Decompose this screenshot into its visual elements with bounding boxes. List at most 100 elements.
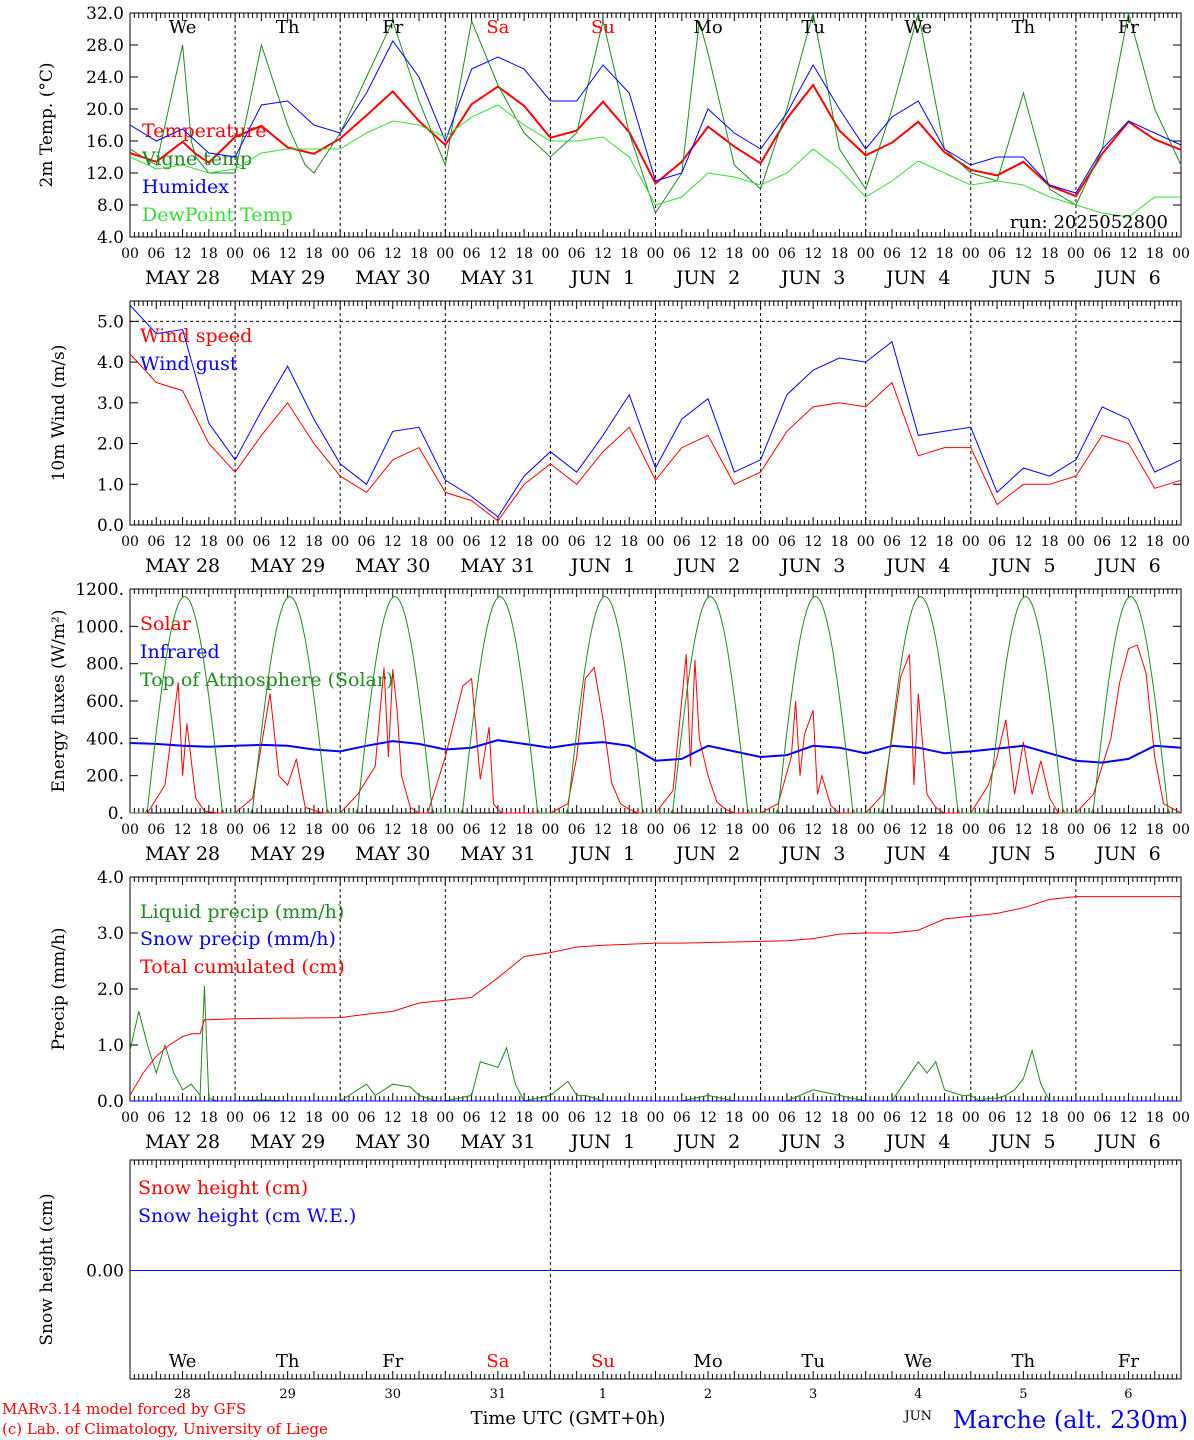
date-label: JUN 4: [884, 843, 950, 865]
weekday-label: Su: [591, 17, 615, 38]
hour-tick-label: 00: [962, 246, 980, 262]
date-label: JUN 4: [884, 555, 950, 577]
legend-entry: Temperature: [142, 120, 266, 142]
hour-tick-label: 12: [174, 1110, 192, 1126]
weekday-label: We: [904, 17, 932, 38]
hour-tick-label: 18: [200, 1110, 218, 1126]
hour-tick-label: 18: [620, 246, 638, 262]
date-label: JUN 5: [989, 1131, 1055, 1153]
day-number-label: 29: [279, 1387, 296, 1402]
hour-tick-label: 18: [305, 246, 323, 262]
hour-tick-label: 18: [515, 246, 533, 262]
legend-entry: Infrared: [140, 641, 220, 663]
date-label: JUN 1: [569, 1131, 635, 1153]
legend-entry: Solar: [140, 613, 192, 635]
date-label: JUN 5: [989, 843, 1055, 865]
hour-tick-label: 06: [358, 246, 376, 262]
hour-tick-label: 12: [489, 534, 507, 550]
date-label: JUN 2: [674, 1131, 740, 1153]
plot-frame: [129, 588, 1182, 814]
y-tick-label: 1200.: [75, 580, 124, 600]
weekday-label: Th: [276, 17, 300, 38]
hour-tick-label: 12: [909, 534, 927, 550]
date-label: JUN 5: [989, 267, 1055, 289]
date-label: JUN 1: [569, 843, 635, 865]
hour-tick-label: 00: [541, 1110, 559, 1126]
hour-tick-label: 18: [200, 534, 218, 550]
hour-tick-label: 06: [568, 822, 586, 838]
hour-tick-label: 06: [1093, 246, 1111, 262]
day-number-label: 1: [599, 1387, 607, 1402]
hour-tick-label: 12: [594, 534, 612, 550]
y-tick-label: 1.0: [97, 1036, 124, 1056]
hour-tick-label: 00: [121, 822, 139, 838]
credit-line-1: MARv3.14 model forced by GFS: [2, 1400, 246, 1418]
hour-tick-label: 06: [147, 822, 165, 838]
hour-tick-label: 12: [279, 534, 297, 550]
hour-tick-label: 06: [568, 246, 586, 262]
date-label: MAY 30: [355, 1131, 430, 1153]
date-label: JUN 1: [569, 555, 635, 577]
date-label: MAY 31: [460, 843, 535, 865]
hour-tick-label: 12: [594, 1110, 612, 1126]
weekday-label: Th: [276, 1351, 300, 1372]
hour-tick-label: 18: [725, 1110, 743, 1126]
hour-tick-label: 12: [594, 246, 612, 262]
weekday-label: Fr: [1118, 1351, 1139, 1372]
date-label: MAY 28: [145, 1131, 220, 1153]
y-tick-label: 5.0: [97, 312, 124, 332]
legend-entry: Snow precip (mm/h): [140, 928, 336, 950]
hour-tick-label: 06: [252, 822, 270, 838]
hour-tick-label: 00: [436, 1110, 454, 1126]
hour-tick-label: 18: [305, 534, 323, 550]
legend-entry: Humidex: [142, 176, 229, 198]
hour-tick-label: 06: [988, 822, 1006, 838]
series-line-2: [129, 739, 1182, 764]
day-number-label: 4: [914, 1387, 922, 1402]
date-label: JUN 4: [884, 1131, 950, 1153]
hour-tick-label: 18: [831, 1110, 849, 1126]
date-label: JUN 3: [779, 267, 845, 289]
weekday-label: Th: [1012, 17, 1036, 38]
hour-tick-label: 06: [883, 534, 901, 550]
y-tick-label: 32.0: [86, 4, 124, 24]
y-tick-label: 28.0: [86, 36, 124, 56]
hour-tick-label: 18: [725, 822, 743, 838]
date-label: JUN 6: [1094, 843, 1160, 865]
hour-tick-label: 12: [804, 1110, 822, 1126]
hour-tick-label: 00: [752, 1110, 770, 1126]
panel-5: 0.00 Snow height (cm) Snow height (cm) Snow…: [37, 1159, 1182, 1424]
hour-tick-label: 00: [121, 534, 139, 550]
hour-tick-label: 18: [305, 1110, 323, 1126]
hour-tick-label: 00: [541, 534, 559, 550]
hour-tick-label: 18: [1146, 246, 1164, 262]
hour-tick-label: 00: [226, 246, 244, 262]
weekday-label: Mo: [693, 17, 722, 38]
hour-tick-label: 18: [936, 1110, 954, 1126]
hour-tick-label: 12: [804, 534, 822, 550]
weekday-label: Th: [1012, 1351, 1036, 1372]
hour-tick-label: 06: [147, 1110, 165, 1126]
hour-tick-label: 06: [358, 534, 376, 550]
hour-tick-label: 00: [331, 1110, 349, 1126]
series-line-1: [129, 353, 1182, 522]
series-line-3: [129, 40, 1182, 194]
hour-tick-label: 06: [988, 534, 1006, 550]
hour-tick-label: 00: [541, 822, 559, 838]
weekday-label: We: [904, 1351, 932, 1372]
date-label: JUN 6: [1094, 555, 1160, 577]
hour-tick-label: 12: [909, 822, 927, 838]
date-label: MAY 31: [460, 267, 535, 289]
y-tick-label: 4.0: [97, 353, 124, 373]
date-label: MAY 28: [145, 555, 220, 577]
weekday-label: Sa: [486, 1351, 509, 1372]
date-label: JUN 3: [779, 1131, 845, 1153]
hour-tick-label: 12: [1120, 246, 1138, 262]
y-tick-label: 4.0: [97, 228, 124, 248]
run-annotation: run: 2025052800: [1010, 212, 1168, 233]
hour-tick-label: 06: [463, 1110, 481, 1126]
hour-tick-label: 18: [200, 246, 218, 262]
weekday-label: Fr: [1118, 17, 1139, 38]
hour-tick-label: 18: [620, 822, 638, 838]
hour-tick-label: 00: [436, 534, 454, 550]
